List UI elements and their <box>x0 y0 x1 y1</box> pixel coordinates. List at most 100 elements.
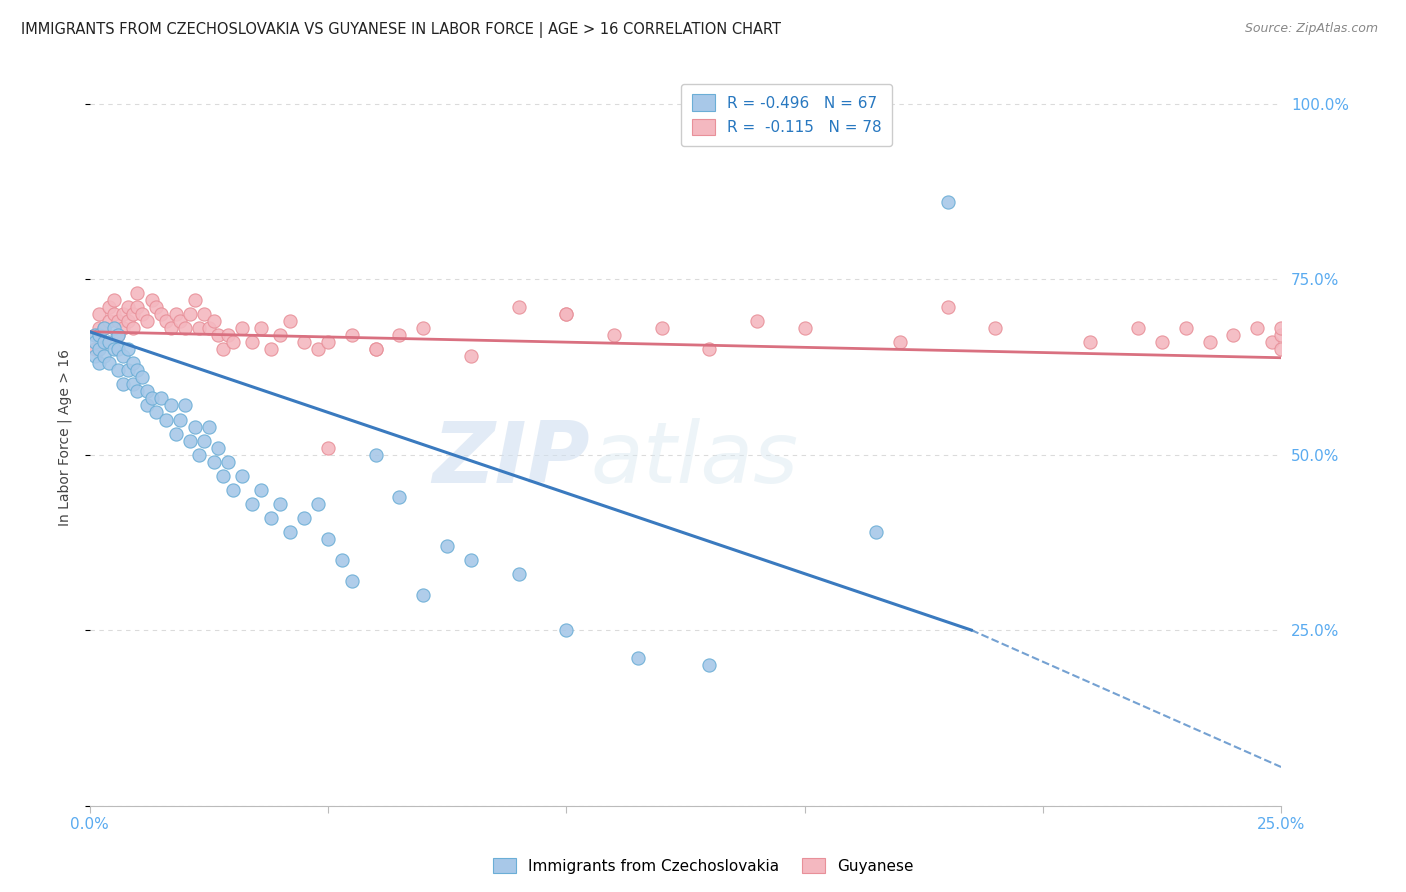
Point <box>121 307 143 321</box>
Point <box>165 426 187 441</box>
Point <box>508 300 530 314</box>
Point <box>364 343 387 357</box>
Point <box>1270 321 1292 335</box>
Point <box>231 321 253 335</box>
Legend: Immigrants from Czechoslovakia, Guyanese: Immigrants from Czechoslovakia, Guyanese <box>486 852 920 880</box>
Point <box>555 623 578 637</box>
Point <box>131 370 153 384</box>
Point <box>121 321 143 335</box>
Point <box>89 356 111 370</box>
Point <box>436 539 458 553</box>
Point <box>93 321 115 335</box>
Point <box>83 335 105 350</box>
Point <box>193 307 215 321</box>
Point <box>83 328 105 343</box>
Point <box>107 363 129 377</box>
Text: Source: ZipAtlas.com: Source: ZipAtlas.com <box>1244 22 1378 36</box>
Point <box>202 455 225 469</box>
Point <box>260 343 283 357</box>
Point <box>1260 335 1282 350</box>
Point <box>460 349 482 363</box>
Point <box>107 328 129 343</box>
Point <box>89 307 111 321</box>
Point <box>364 343 387 357</box>
Point <box>93 321 115 335</box>
Point <box>412 588 434 602</box>
Point <box>936 194 959 209</box>
Point <box>1222 328 1244 343</box>
Point <box>121 356 143 370</box>
Point <box>117 314 139 328</box>
Y-axis label: In Labor Force | Age > 16: In Labor Force | Age > 16 <box>58 349 72 525</box>
Point <box>603 328 626 343</box>
Point <box>217 455 239 469</box>
Point <box>93 335 115 350</box>
Point <box>340 574 363 588</box>
Point <box>183 419 205 434</box>
Point <box>131 307 153 321</box>
Point <box>169 314 191 328</box>
Point <box>145 300 167 314</box>
Point <box>1198 335 1220 350</box>
Point <box>651 321 673 335</box>
Point <box>330 553 353 567</box>
Point <box>174 321 197 335</box>
Point <box>135 314 157 328</box>
Point <box>193 434 215 448</box>
Point <box>212 468 235 483</box>
Point <box>217 328 239 343</box>
Point <box>364 448 387 462</box>
Point <box>260 510 283 524</box>
Point <box>207 441 229 455</box>
Text: ZIP: ZIP <box>433 417 591 500</box>
Point <box>103 321 125 335</box>
Point <box>555 307 578 321</box>
Point <box>340 328 363 343</box>
Point <box>117 343 139 357</box>
Point <box>159 321 181 335</box>
Point <box>316 335 339 350</box>
Point <box>83 349 105 363</box>
Point <box>83 343 105 357</box>
Point <box>250 321 273 335</box>
Point <box>89 343 111 357</box>
Point <box>697 658 720 673</box>
Point <box>936 300 959 314</box>
Point <box>155 314 177 328</box>
Point <box>135 399 157 413</box>
Point <box>141 392 163 406</box>
Point <box>292 335 315 350</box>
Point <box>316 532 339 546</box>
Point <box>269 497 291 511</box>
Point <box>97 335 120 350</box>
Point <box>89 328 111 343</box>
Point <box>112 307 135 321</box>
Point <box>127 363 149 377</box>
Legend: R = -0.496   N = 67, R =  -0.115   N = 78: R = -0.496 N = 67, R = -0.115 N = 78 <box>681 84 893 146</box>
Point <box>89 321 111 335</box>
Point <box>1126 321 1149 335</box>
Point <box>1174 321 1197 335</box>
Point <box>793 321 815 335</box>
Point <box>169 412 191 426</box>
Point <box>508 566 530 581</box>
Point <box>745 314 768 328</box>
Point <box>231 468 253 483</box>
Point <box>412 321 434 335</box>
Point <box>117 363 139 377</box>
Point <box>388 490 411 504</box>
Point <box>127 300 149 314</box>
Point <box>222 483 245 497</box>
Point <box>97 300 120 314</box>
Text: IMMIGRANTS FROM CZECHOSLOVAKIA VS GUYANESE IN LABOR FORCE | AGE > 16 CORRELATION: IMMIGRANTS FROM CZECHOSLOVAKIA VS GUYANE… <box>21 22 782 38</box>
Point <box>155 412 177 426</box>
Point <box>292 510 315 524</box>
Point <box>188 448 211 462</box>
Point <box>165 307 187 321</box>
Point <box>188 321 211 335</box>
Point <box>697 343 720 357</box>
Point <box>627 651 650 665</box>
Point <box>865 524 887 539</box>
Point <box>183 293 205 308</box>
Point <box>103 343 125 357</box>
